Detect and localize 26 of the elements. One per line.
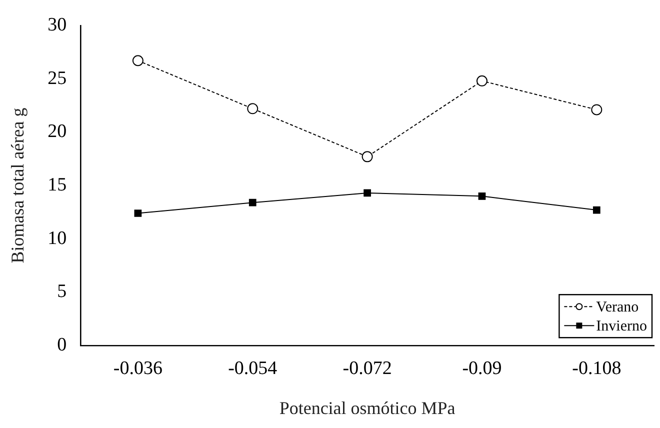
point (247, 103, 258, 114)
point (476, 75, 488, 86)
x-tick-label: -0.108 (572, 358, 622, 379)
point (134, 210, 142, 217)
point (248, 198, 256, 206)
x-tick-label: -0.09 (462, 358, 502, 379)
x-tick-label: -0.054 (228, 358, 278, 379)
y-tick-label: 0 (57, 334, 67, 356)
legend-label: Invierno (596, 318, 648, 335)
legend-label: Verano (596, 300, 639, 316)
point (364, 189, 371, 197)
point (478, 192, 486, 200)
y-tick-label: 30 (48, 14, 67, 36)
y-axis-title: Biomasa total aérea g (8, 108, 28, 264)
point (362, 151, 373, 162)
x-axis-title: Potencial osmótico MPa (279, 398, 456, 418)
y-tick-label: 15 (48, 174, 67, 196)
x-tick-label: -0.036 (113, 358, 162, 379)
y-tick-label: 10 (48, 228, 67, 249)
point (592, 206, 600, 214)
y-tick-label: 25 (48, 68, 67, 89)
point (132, 55, 144, 66)
x-tick-label: -0.072 (342, 358, 392, 379)
point (591, 104, 602, 116)
y-tick-label: 20 (48, 121, 67, 142)
y-tick-label: 5 (57, 281, 67, 302)
